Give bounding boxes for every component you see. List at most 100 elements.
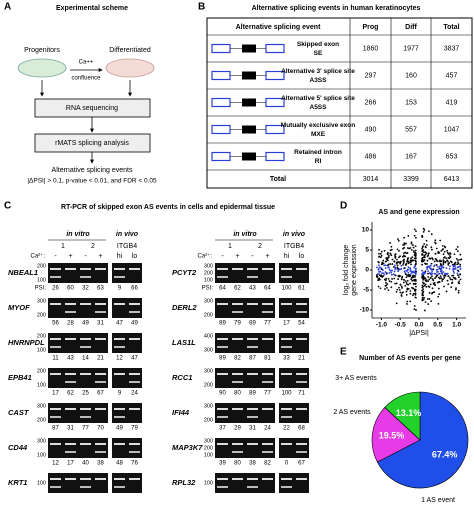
cell: 3399 (403, 176, 419, 183)
scatter-dot (384, 264, 387, 267)
psi-value: 17 (283, 321, 290, 327)
event-code: A3SS (310, 77, 328, 84)
scatter-dot (424, 256, 426, 259)
scatter-dot (384, 284, 387, 287)
scatter-dot (422, 251, 425, 253)
band (296, 408, 307, 410)
band (65, 408, 76, 410)
scatter-dot (411, 259, 413, 262)
scatter-dot (442, 278, 444, 281)
psi-label: PSI: (35, 286, 47, 292)
scatter-dot (429, 272, 432, 275)
scatter-dot (396, 266, 399, 269)
event-name: Retained intron (294, 149, 342, 156)
scatter-dot (377, 260, 380, 263)
chart-title: Number of AS events per gene (359, 355, 461, 362)
scatter-dot (406, 300, 409, 303)
scatter-dot (412, 283, 415, 285)
scatter-dot (414, 296, 417, 299)
scatter-dot (428, 298, 431, 300)
band (95, 311, 106, 313)
ladder-label: 200 (37, 333, 46, 339)
scatter-dot (414, 282, 417, 285)
scatter-dot (459, 265, 462, 268)
scatter-dot (421, 293, 424, 295)
band (129, 268, 140, 270)
scatter-dot (409, 268, 412, 271)
in-vivo: in vivo (283, 231, 306, 238)
scatter-dot (455, 287, 457, 290)
value-label: 19.5% (379, 430, 405, 440)
scatter-dot (454, 288, 457, 291)
band (296, 303, 307, 305)
scatter-dot (382, 262, 385, 265)
scatter-dot (421, 257, 423, 260)
band (114, 276, 125, 278)
x-label: |ΔPSI| (409, 330, 429, 337)
psi-value: 49 (116, 426, 123, 432)
psi-value: 100 (281, 391, 292, 397)
in-vitro: in vitro (233, 231, 257, 238)
scatter-dot (393, 273, 396, 276)
psi-value: 47 (116, 321, 123, 327)
x-tick-label: 0.0 (414, 322, 423, 329)
scatter-dot (378, 266, 381, 269)
scatter-dot (387, 254, 390, 257)
psi-value: 63 (97, 286, 104, 292)
band (217, 416, 228, 418)
psi-value: 64 (219, 286, 226, 292)
itgb4: ITGB4 (117, 243, 137, 250)
scatter-dot (428, 291, 431, 294)
gel (112, 438, 142, 458)
scatter-dot (385, 257, 388, 259)
scatter-dot (429, 283, 432, 286)
scatter-dot (457, 261, 459, 264)
band (281, 478, 292, 480)
ladder-label: 400 (204, 333, 213, 339)
scatter-dot (459, 278, 462, 281)
band (232, 373, 243, 375)
scatter-dot (394, 282, 396, 285)
gel (215, 263, 275, 283)
scatter-dot (390, 245, 393, 248)
scatter-dot (450, 282, 453, 285)
scatter-dot (445, 267, 448, 270)
scatter-dot (376, 276, 379, 279)
ladder-label: 300 (204, 347, 213, 353)
scatter-dot (402, 278, 405, 281)
rep: 2 (258, 243, 262, 250)
scatter-dot (375, 274, 378, 277)
psi-value: 26 (52, 286, 59, 292)
scatter-dot (443, 256, 445, 259)
cell: 160 (405, 72, 417, 79)
psi-value: 32 (82, 286, 89, 292)
scatter-dot (397, 268, 399, 270)
exon (211, 124, 231, 135)
scatter-dot (384, 279, 387, 282)
scatter-dot (430, 300, 433, 303)
scatter-dot (406, 303, 408, 305)
scatter-dot (443, 250, 446, 253)
ladder-label: 200 (204, 445, 213, 451)
scatter-dot (456, 263, 459, 266)
psi-value: 39 (219, 461, 226, 467)
ca-state: - (84, 253, 87, 260)
scatter-dot (421, 263, 424, 266)
scatter-dot (424, 251, 427, 253)
scatter-dot (426, 298, 429, 300)
band (50, 338, 61, 340)
scatter-dot (434, 272, 437, 275)
band (80, 443, 91, 445)
y-label: gene expression (351, 244, 358, 295)
scatter-dot (449, 256, 452, 258)
psi-value: 70 (97, 426, 104, 432)
scatter-dot (390, 280, 393, 283)
scatter-dot (385, 281, 387, 284)
total-label: Total (270, 176, 286, 183)
scatter-dot (414, 292, 417, 295)
psi-value: 61 (298, 286, 305, 292)
band (50, 268, 61, 270)
scatter-dot (444, 246, 447, 249)
band (232, 303, 243, 305)
scatter-dot (421, 286, 424, 289)
